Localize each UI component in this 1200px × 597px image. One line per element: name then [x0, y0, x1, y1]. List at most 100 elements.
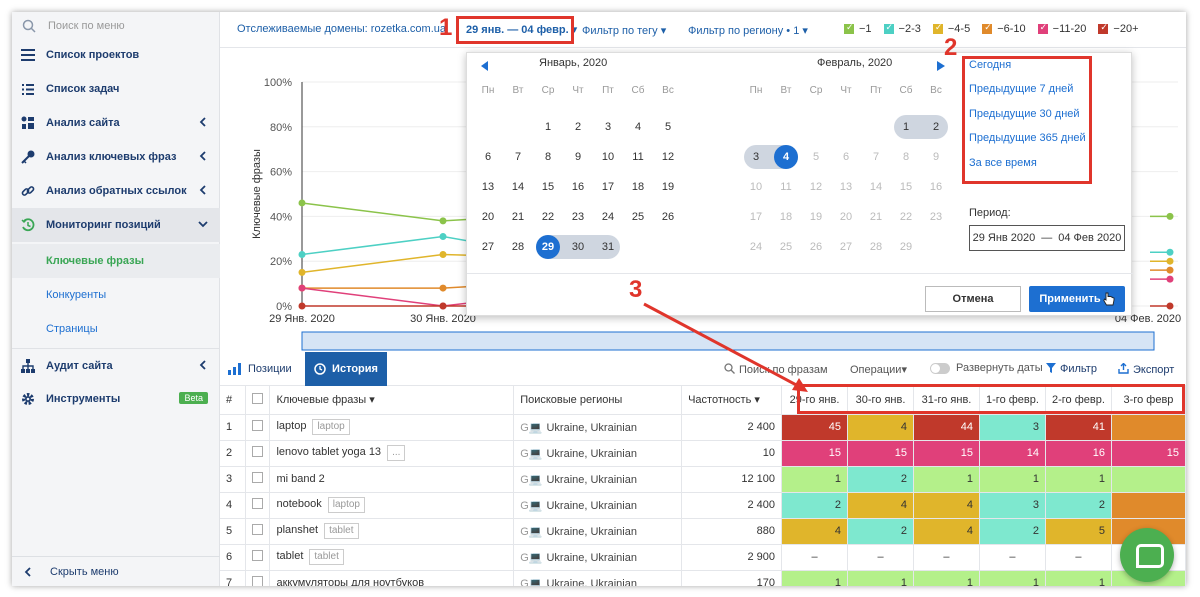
calendar-day[interactable]: 14	[511, 181, 525, 193]
row-select[interactable]	[245, 570, 271, 586]
calendar-day[interactable]: 11	[780, 181, 792, 193]
position-cell[interactable]: 1	[1045, 466, 1112, 493]
calendar-day[interactable]: 16	[929, 181, 943, 193]
calendar-day[interactable]: 31	[601, 241, 615, 253]
calendar-day[interactable]: 10	[749, 181, 763, 193]
data-point[interactable]	[298, 199, 306, 207]
keyword-text[interactable]: planshet	[276, 524, 319, 536]
calendar-day[interactable]: 23	[571, 211, 585, 223]
position-cell[interactable]: 1	[847, 570, 914, 586]
legend-checkbox[interactable]	[1098, 22, 1109, 34]
position-cell[interactable]: 15	[847, 440, 914, 467]
position-cell[interactable]: –	[913, 544, 980, 571]
position-cell[interactable]	[1111, 414, 1186, 441]
position-cell[interactable]: 1	[979, 466, 1046, 493]
table-row[interactable]: 4 notebook laptop G💻 Ukraine, Ukrainian 2 400…	[220, 492, 1186, 519]
tab-history[interactable]: История	[305, 352, 387, 386]
calendar-day[interactable]: 28	[511, 241, 525, 253]
position-cell[interactable]: 41	[1045, 414, 1112, 441]
calendar-day[interactable]: 10	[601, 151, 615, 163]
row-checkbox[interactable]	[252, 550, 264, 561]
keyword-cell[interactable]: laptop laptop	[269, 414, 515, 441]
position-cell[interactable]: 2	[1045, 492, 1112, 519]
expand-dates-toggle[interactable]: Развернуть даты	[930, 362, 1043, 374]
calendar-day[interactable]: 21	[511, 211, 525, 223]
calendar-day[interactable]: 24	[601, 211, 615, 223]
col-date-3[interactable]: 1-го февр.	[979, 386, 1046, 415]
select-all-checkbox[interactable]	[252, 392, 264, 404]
data-point[interactable]	[298, 302, 306, 310]
calendar-day[interactable]: 4	[634, 121, 642, 133]
cancel-button[interactable]: Отмена	[925, 286, 1021, 312]
position-cell[interactable]: 1	[913, 466, 980, 493]
table-row[interactable]: 1 laptop laptop G💻 Ukraine, Ukrainian 2 400 45…	[220, 414, 1186, 441]
calendar-day[interactable]: 12	[809, 181, 823, 193]
menu-search[interactable]: Поиск по меню	[12, 12, 220, 40]
calendar-day[interactable]: 27	[481, 241, 495, 253]
calendar-day[interactable]: 6	[484, 151, 492, 163]
calendar-day[interactable]: 25	[779, 241, 793, 253]
table-row[interactable]: 5 planshet tablet G💻 Ukraine, Ukrainian 880 4 2…	[220, 518, 1186, 545]
sidebar-subitem-pages[interactable]: Страницы	[46, 323, 98, 335]
row-select[interactable]	[245, 414, 271, 441]
position-cell[interactable]	[1111, 466, 1186, 493]
keyword-text[interactable]: tablet	[276, 550, 304, 562]
data-point[interactable]	[1166, 212, 1174, 220]
calendar-day[interactable]: 9	[574, 151, 582, 163]
operations-dropdown[interactable]: Операции▾	[850, 363, 907, 376]
legend-checkbox[interactable]	[982, 22, 993, 34]
row-checkbox[interactable]	[252, 472, 264, 483]
position-cell[interactable]: 4	[913, 492, 980, 519]
calendar-day[interactable]: 5	[812, 151, 820, 163]
keyword-tag[interactable]: laptop	[312, 419, 350, 435]
apply-button[interactable]: Применить	[1029, 286, 1125, 312]
calendar-day-selected[interactable]: 29	[536, 235, 560, 259]
calendar-day-selected[interactable]: 4	[774, 145, 798, 169]
calendar-day[interactable]: 6	[842, 151, 850, 163]
data-point[interactable]	[439, 284, 447, 292]
position-cell[interactable]: –	[781, 544, 849, 571]
sidebar-item-backlinks[interactable]: Анализ обратных ссылок	[12, 174, 220, 208]
data-point[interactable]	[1166, 275, 1174, 283]
calendar-day[interactable]: 2	[574, 121, 582, 133]
calendar-day[interactable]: 7	[872, 151, 880, 163]
row-select[interactable]	[245, 440, 271, 467]
hide-menu-button[interactable]: Скрыть меню	[12, 556, 220, 586]
calendar-day[interactable]: 13	[481, 181, 495, 193]
legend-checkbox[interactable]	[932, 22, 943, 34]
calendar-day[interactable]: 8	[544, 151, 552, 163]
keyword-text[interactable]: mi band 2	[276, 473, 325, 485]
position-cell[interactable]: 4	[913, 518, 980, 545]
position-cell[interactable]: 2	[847, 518, 914, 545]
table-row[interactable]: 3 mi band 2 G💻 Ukraine, Ukrainian 12 100 1 2 1 1…	[220, 466, 1186, 493]
legend-item[interactable]: −20+	[1098, 22, 1139, 35]
calendar-day[interactable]: 11	[632, 151, 644, 163]
col-date-4[interactable]: 2-го февр.	[1045, 386, 1112, 415]
calendar-day[interactable]: 27	[839, 241, 853, 253]
row-select[interactable]	[245, 492, 271, 519]
position-cell[interactable]: 1	[1045, 570, 1112, 586]
sidebar-subitem-keywords[interactable]: Ключевые фразы	[12, 244, 220, 278]
calendar-day[interactable]: 19	[661, 181, 675, 193]
calendar-day[interactable]: 15	[541, 181, 555, 193]
position-cell[interactable]: 3	[979, 414, 1046, 441]
calendar-day[interactable]: 19	[809, 211, 823, 223]
calendar-day[interactable]: 18	[779, 211, 793, 223]
calendar-day[interactable]: 26	[809, 241, 823, 253]
calendar-day[interactable]: 29	[899, 241, 913, 253]
row-checkbox[interactable]	[252, 420, 264, 431]
col-frequency[interactable]: Частотность ▾	[681, 386, 783, 415]
data-point[interactable]	[298, 284, 306, 292]
row-checkbox[interactable]	[252, 446, 264, 457]
row-checkbox[interactable]	[252, 576, 264, 586]
keyword-text[interactable]: laptop	[276, 420, 307, 432]
col-date-2[interactable]: 31-го янв.	[913, 386, 980, 415]
preset-last-365[interactable]: Предыдущие 365 дней	[969, 132, 1086, 144]
keyword-cell[interactable]: mi band 2	[269, 466, 515, 493]
preset-today[interactable]: Сегодня	[969, 59, 1012, 71]
data-point[interactable]	[1166, 257, 1174, 265]
filter-button[interactable]: Фильтр	[1046, 363, 1097, 375]
sidebar-item-tasks[interactable]: Список задач	[12, 72, 220, 106]
data-point[interactable]	[439, 250, 447, 258]
calendar-day[interactable]: 22	[899, 211, 913, 223]
